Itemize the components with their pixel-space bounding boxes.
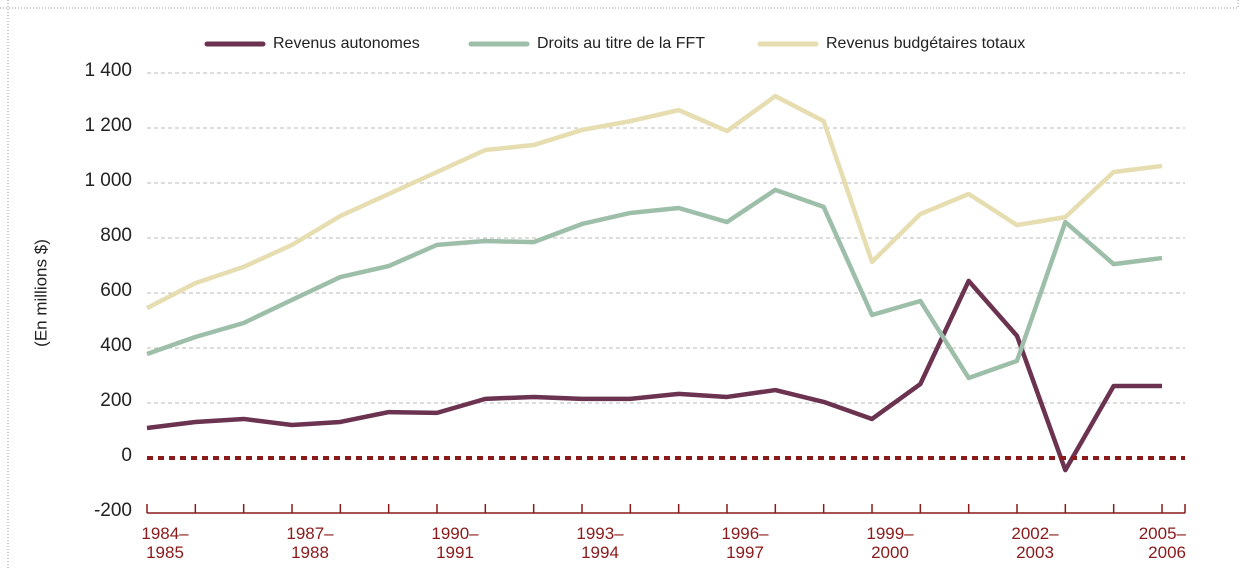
x-tick-label-line: 1988 — [291, 543, 329, 562]
x-tick-label-line: 1994 — [581, 543, 619, 562]
x-tick-label-line: 1997 — [726, 543, 764, 562]
y-tick-label: 1 200 — [84, 115, 132, 136]
x-tick-label-line: 1985 — [146, 543, 184, 562]
x-tick-label-line: 1991 — [436, 543, 474, 562]
y-tick-label: 400 — [100, 335, 132, 356]
x-tick-label: 1999– 2000 — [866, 524, 914, 562]
x-tick-label: 2002– 2003 — [1011, 524, 1059, 562]
x-tick-label-line: 1990– — [431, 524, 479, 543]
y-axis-label: (En millions $) — [31, 239, 50, 347]
x-tick-label-line: 1984– — [141, 524, 189, 543]
x-tick-label-line: 2003 — [1016, 543, 1054, 562]
x-tick-label-line: 1999– — [866, 524, 914, 543]
x-tick-label-line: 2002– — [1011, 524, 1059, 543]
y-tick-label: 1 400 — [84, 60, 132, 81]
x-tick-label-line: 1987– — [286, 524, 334, 543]
legend-label: Revenus budgétaires totaux — [826, 35, 1025, 52]
x-tick-label-line: 2000 — [871, 543, 909, 562]
x-tick-label-line: 1993– — [576, 524, 624, 543]
x-tick-label: 1987– 1988 — [286, 524, 334, 562]
x-tick-label: 1993– 1994 — [576, 524, 624, 562]
y-tick-label: 600 — [100, 280, 132, 301]
y-tick-label: 200 — [100, 390, 132, 411]
series-line — [146, 187, 1163, 381]
y-tick-label: 0 — [121, 445, 132, 466]
x-tick-label-line: 2005– — [1139, 524, 1187, 543]
x-tick-label: 1996– 1997 — [721, 524, 769, 562]
legend-label: Revenus autonomes — [273, 35, 420, 52]
x-tick-label: 1984– 1985 — [141, 524, 189, 562]
x-tick-label: 1990– 1991 — [431, 524, 479, 562]
y-tick-label: 1 000 — [84, 170, 132, 191]
legend-label: Droits au titre de la FFT — [537, 35, 705, 52]
series-line — [145, 93, 1163, 311]
x-tick-label: 2005– 2006 — [1139, 524, 1187, 562]
x-tick-label-line: 1996– — [721, 524, 769, 543]
series-line — [146, 278, 1162, 473]
y-tick-label: -200 — [94, 500, 132, 521]
x-tick-label-line: 2006 — [1148, 543, 1186, 562]
y-tick-label: 800 — [100, 225, 132, 246]
